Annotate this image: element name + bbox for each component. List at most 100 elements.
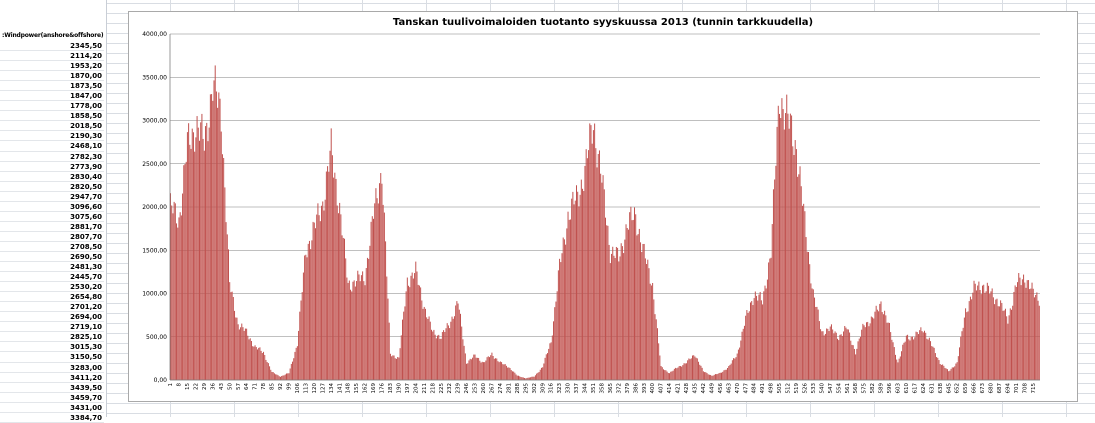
sheet-cell[interactable]: 2782,30 [0, 152, 104, 162]
sheet-cell[interactable]: 1953,20 [0, 61, 104, 72]
sheet-cell[interactable]: 2018,50 [0, 121, 104, 132]
bar [578, 206, 580, 380]
sheet-cell[interactable]: 2807,70 [0, 232, 104, 242]
x-tick-label: 526 [802, 383, 808, 394]
bar [743, 325, 745, 380]
sheet-cell[interactable]: 2830,40 [0, 172, 104, 182]
bar [1020, 285, 1022, 380]
sheet-cell[interactable]: 1873,50 [0, 81, 104, 92]
bar [1027, 280, 1029, 380]
column-header-cell[interactable]: :Windpower(anshore&offshore) [2, 32, 104, 39]
bar [1012, 305, 1014, 380]
sheet-cell[interactable]: 2947,70 [0, 192, 104, 202]
bar-series [170, 65, 1040, 381]
sheet-cell[interactable]: 1847,00 [0, 91, 104, 102]
sheet-cell[interactable]: 2445,70 [0, 272, 104, 283]
bar [789, 113, 791, 381]
x-tick-label: 36 [210, 383, 216, 390]
x-tick-label: 323 [557, 383, 563, 394]
sheet-cell[interactable]: 3384,70 [0, 413, 104, 423]
sheet-cell[interactable]: 2820,50 [0, 182, 104, 192]
bar [258, 347, 260, 380]
x-tick-label: 57 [236, 382, 242, 389]
sheet-cell[interactable]: 2881,70 [0, 222, 104, 232]
sheet-cell[interactable]: 1858,50 [0, 111, 104, 122]
sheet-cell[interactable]: 3015,30 [0, 342, 104, 353]
x-tick-label: 428 [684, 382, 690, 393]
sheet-cell[interactable]: 2825,10 [0, 332, 104, 343]
sheet-cell[interactable]: 1778,00 [0, 101, 104, 112]
bar [278, 376, 280, 380]
bar [380, 173, 382, 380]
chart-frame[interactable]: Tanskan tuulivoimaloiden tuotanto syysku… [128, 11, 1078, 402]
x-tick-label: 400 [650, 383, 656, 394]
bar [724, 369, 726, 380]
bar [296, 346, 298, 380]
sheet-cell[interactable]: 2694,00 [0, 312, 104, 323]
bar [249, 338, 251, 380]
bar [666, 371, 668, 380]
sheet-cell[interactable]: 2719,10 [0, 322, 104, 333]
bar [414, 273, 416, 380]
bar [990, 291, 992, 380]
x-tick-label: 218 [430, 382, 436, 393]
bar [705, 372, 707, 380]
sheet-cell[interactable]: 2701,20 [0, 302, 104, 313]
sheet-cell[interactable]: 3075,60 [0, 212, 104, 222]
bar [745, 315, 747, 380]
x-tick-label: 260 [481, 382, 487, 393]
x-tick-label: 470 [735, 382, 741, 393]
bar [466, 363, 468, 380]
bar [498, 362, 500, 380]
bar [992, 297, 994, 380]
x-tick-label: 15 [185, 382, 191, 389]
sheet-cell[interactable]: 1870,00 [0, 71, 104, 82]
bar [566, 228, 568, 380]
x-tick-label: 456 [718, 383, 724, 394]
sheet-cell[interactable]: 3439,50 [0, 383, 104, 393]
bar [457, 303, 459, 380]
sheet-cell[interactable]: 3459,70 [0, 393, 104, 403]
x-tick-label: 8 [177, 382, 183, 386]
bar [194, 151, 196, 380]
bar [522, 377, 524, 380]
sheet-cell[interactable]: 3283,00 [0, 363, 104, 373]
bar [248, 339, 250, 380]
x-tick-label: 491 [760, 383, 766, 394]
sheet-cell[interactable]: 2708,50 [0, 242, 104, 252]
sheet-cell[interactable]: 2481,30 [0, 262, 104, 273]
sheet-cell[interactable]: 3431,00 [0, 403, 104, 413]
sheet-cell[interactable]: 2530,20 [0, 282, 104, 293]
bar [647, 259, 649, 380]
sheet-cell[interactable]: 2468,10 [0, 141, 104, 152]
bar [1023, 274, 1025, 380]
bar [269, 366, 271, 380]
bar [814, 297, 816, 380]
bar [885, 315, 887, 380]
bar [306, 257, 308, 380]
x-tick-label: 631 [929, 383, 935, 394]
x-tick-label: 687 [997, 383, 1003, 394]
x-tick-label: 477 [743, 383, 749, 394]
bar [507, 367, 509, 380]
bar [584, 165, 586, 380]
sheet-cell[interactable]: 2114,20 [0, 51, 104, 62]
bar [681, 366, 683, 380]
bar [669, 373, 671, 380]
sheet-cell[interactable]: 2773,90 [0, 162, 104, 172]
sheet-cell[interactable]: 2190,30 [0, 131, 104, 142]
sheet-cell[interactable]: 3411,20 [0, 373, 104, 383]
sheet-cell[interactable]: 3150,50 [0, 352, 104, 363]
bar [739, 347, 741, 380]
bar [509, 368, 511, 380]
bar [579, 194, 581, 380]
sheet-cell[interactable]: 2690,50 [0, 252, 104, 263]
bar [418, 285, 420, 380]
bar [596, 167, 598, 380]
bar [623, 253, 625, 380]
sheet-cell[interactable]: 2654,80 [0, 292, 104, 303]
sheet-cell[interactable]: 2345,50 [0, 41, 104, 52]
bar [519, 376, 521, 380]
bar [954, 366, 956, 380]
sheet-cell[interactable]: 3096,60 [0, 202, 104, 212]
